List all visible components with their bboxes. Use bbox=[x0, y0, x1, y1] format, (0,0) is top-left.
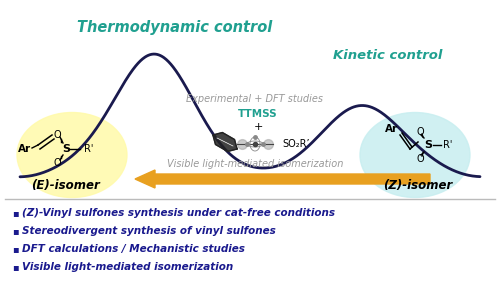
Text: Ar: Ar bbox=[385, 124, 398, 134]
Text: (Z)-Vinyl sulfones synthesis under cat-free conditions: (Z)-Vinyl sulfones synthesis under cat-f… bbox=[22, 208, 335, 218]
Ellipse shape bbox=[17, 113, 127, 198]
Text: O: O bbox=[53, 158, 61, 168]
Ellipse shape bbox=[360, 113, 470, 198]
Polygon shape bbox=[213, 132, 237, 151]
Text: (E)-isomer: (E)-isomer bbox=[30, 178, 100, 192]
Text: ▪: ▪ bbox=[12, 262, 18, 272]
Text: Visible light-mediated isomerization: Visible light-mediated isomerization bbox=[167, 159, 343, 169]
Text: R': R' bbox=[443, 140, 452, 150]
Text: O: O bbox=[416, 127, 424, 137]
Text: Kinetic control: Kinetic control bbox=[334, 49, 442, 62]
Text: S: S bbox=[424, 140, 432, 150]
Text: ▪: ▪ bbox=[12, 208, 18, 218]
Text: Visible light-mediated isomerization: Visible light-mediated isomerization bbox=[22, 262, 233, 272]
Text: S: S bbox=[62, 144, 70, 154]
Text: SO₂R’: SO₂R’ bbox=[282, 139, 310, 149]
Text: Thermodynamic control: Thermodynamic control bbox=[78, 20, 272, 35]
Text: +: + bbox=[254, 122, 262, 132]
Text: Ar: Ar bbox=[18, 144, 31, 154]
Text: Stereodivergent synthesis of vinyl sulfones: Stereodivergent synthesis of vinyl sulfo… bbox=[22, 226, 276, 236]
Text: TTMSS: TTMSS bbox=[238, 109, 278, 119]
FancyArrow shape bbox=[135, 170, 430, 188]
Text: Experimental + DFT studies: Experimental + DFT studies bbox=[186, 94, 324, 104]
Text: O: O bbox=[53, 130, 61, 140]
Text: ▪: ▪ bbox=[12, 244, 18, 254]
Text: (Z)-isomer: (Z)-isomer bbox=[384, 178, 452, 192]
Text: R': R' bbox=[84, 144, 94, 154]
Text: O: O bbox=[416, 154, 424, 164]
Text: DFT calculations / Mechanistic studies: DFT calculations / Mechanistic studies bbox=[22, 244, 245, 254]
Text: ▪: ▪ bbox=[12, 226, 18, 236]
